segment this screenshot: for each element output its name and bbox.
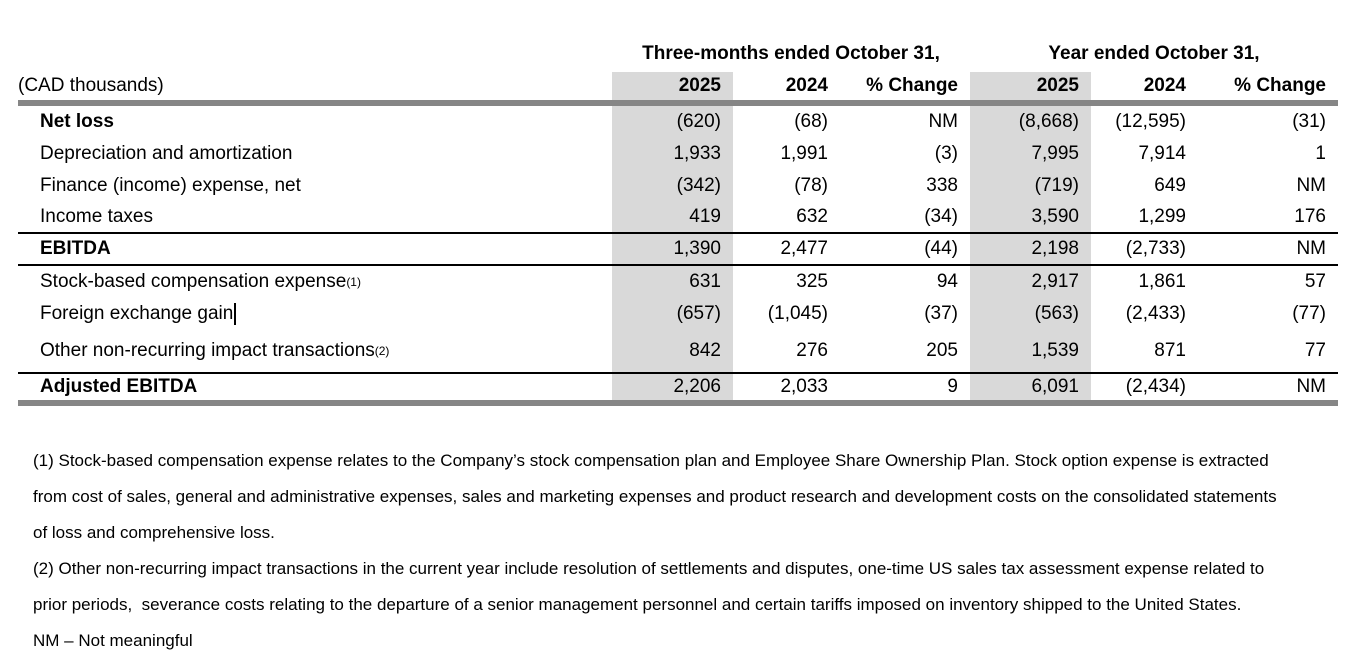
value-cell: 176 bbox=[1294, 206, 1326, 227]
value-cell: 419 bbox=[612, 202, 733, 232]
group-header-row: Three-months ended October 31, Year ende… bbox=[18, 36, 1338, 72]
value-cell: (1,045) bbox=[767, 303, 828, 324]
value-cell: 205 bbox=[926, 340, 958, 361]
value-cell: 94 bbox=[936, 271, 958, 292]
value-cell: 7,995 bbox=[970, 138, 1091, 170]
value-cell: (719) bbox=[970, 170, 1091, 202]
unit-label: (CAD thousands) bbox=[18, 75, 164, 96]
value-cell: 1,991 bbox=[780, 143, 828, 164]
value-cell: 6,091 bbox=[970, 374, 1091, 400]
table-row: EBITDA 1,390 2,477 (44) 2,198 (2,733) NM bbox=[18, 234, 1338, 266]
group-header-three-months: Three-months ended October 31, bbox=[642, 43, 940, 64]
value-cell: (620) bbox=[612, 106, 733, 138]
value-cell: 1,299 bbox=[1138, 206, 1186, 227]
column-header-2024-q: 2024 bbox=[785, 75, 828, 96]
value-cell: 325 bbox=[796, 271, 828, 292]
footnote-line: from cost of sales, general and administ… bbox=[33, 487, 1277, 506]
footnote-line: (2) Other non-recurring impact transacti… bbox=[33, 559, 1265, 578]
row-label: EBITDA bbox=[40, 238, 111, 259]
footnotes: (1) Stock-based compensation expense rel… bbox=[33, 443, 1353, 659]
value-cell: 871 bbox=[1154, 340, 1186, 361]
value-cell: (44) bbox=[924, 238, 958, 259]
value-cell: 842 bbox=[612, 330, 733, 372]
value-cell: (2,434) bbox=[1125, 376, 1186, 397]
footnote-line: NM – Not meaningful bbox=[33, 631, 193, 650]
value-cell: 1,390 bbox=[612, 234, 733, 264]
row-label: Finance (income) expense, net bbox=[40, 175, 301, 196]
row-label: Net loss bbox=[40, 111, 114, 132]
column-header-change-q: % Change bbox=[866, 75, 958, 96]
value-cell: NM bbox=[1296, 175, 1326, 196]
column-header-change-y: % Change bbox=[1234, 75, 1326, 96]
value-cell: (657) bbox=[612, 298, 733, 330]
value-cell: 2,206 bbox=[612, 374, 733, 400]
value-cell: (12,595) bbox=[1115, 111, 1186, 132]
footnote-line: of loss and comprehensive loss. bbox=[33, 523, 275, 542]
value-cell: NM bbox=[1296, 376, 1326, 397]
value-cell: (31) bbox=[1292, 111, 1326, 132]
value-cell: 7,914 bbox=[1138, 143, 1186, 164]
value-cell: (37) bbox=[924, 303, 958, 324]
value-cell: 57 bbox=[1304, 271, 1326, 292]
column-header-2025-q: 2025 bbox=[612, 72, 733, 100]
value-cell: (2,433) bbox=[1125, 303, 1186, 324]
table-row: Stock-based compensation expense (1) 631 32… bbox=[18, 266, 1338, 298]
text-cursor bbox=[234, 303, 237, 325]
table-row: Finance (income) expense, net (342) (78) 33… bbox=[18, 170, 1338, 202]
value-cell: (77) bbox=[1292, 303, 1326, 324]
table-rows: Net loss (620) (68) NM (8,668) (12,595) (31) De… bbox=[18, 106, 1338, 406]
table-row: Adjusted EBITDA 2,206 2,033 9 6,091 (2,434) NM bbox=[18, 374, 1338, 406]
value-cell: 1 bbox=[1315, 143, 1326, 164]
value-cell: 3,590 bbox=[970, 202, 1091, 232]
value-cell: 2,198 bbox=[970, 234, 1091, 264]
value-cell: 9 bbox=[947, 376, 958, 397]
value-cell: (2,733) bbox=[1125, 238, 1186, 259]
value-cell: 649 bbox=[1154, 175, 1186, 196]
value-cell: NM bbox=[1296, 238, 1326, 259]
row-label: Income taxes bbox=[40, 206, 153, 227]
value-cell: 632 bbox=[796, 206, 828, 227]
group-header-year: Year ended October 31, bbox=[1048, 43, 1260, 64]
value-cell: (8,668) bbox=[970, 106, 1091, 138]
value-cell: 1,861 bbox=[1138, 271, 1186, 292]
value-cell: (34) bbox=[924, 206, 958, 227]
value-cell: 1,933 bbox=[612, 138, 733, 170]
column-header-row: (CAD thousands) 2025 2024 % Change 2025 … bbox=[18, 72, 1338, 106]
footnote-line: prior periods, severance costs relating … bbox=[33, 595, 1242, 614]
table-row: Other non-recurring impact transactions(… bbox=[18, 330, 1338, 374]
row-label: Depreciation and amortization bbox=[40, 143, 293, 164]
column-header-2024-y: 2024 bbox=[1143, 75, 1186, 96]
value-cell: (3) bbox=[934, 143, 958, 164]
value-cell: 276 bbox=[796, 340, 828, 361]
table-row: Foreign exchange gain (657) (1,045) (37) (56… bbox=[18, 298, 1338, 330]
row-label: Other non-recurring impact transactions(… bbox=[40, 340, 390, 361]
value-cell: NM bbox=[928, 111, 958, 132]
value-cell: 2,917 bbox=[970, 266, 1091, 298]
value-cell: 631 bbox=[612, 266, 733, 298]
table-row: Net loss (620) (68) NM (8,668) (12,595) (31) bbox=[18, 106, 1338, 138]
row-label: Foreign exchange gain bbox=[18, 298, 612, 330]
table-row: Depreciation and amortization 1,933 1,991 (… bbox=[18, 138, 1338, 170]
row-label: Adjusted EBITDA bbox=[40, 376, 198, 397]
value-cell: 2,033 bbox=[780, 376, 828, 397]
value-cell: (68) bbox=[794, 111, 828, 132]
value-cell: 1,539 bbox=[970, 330, 1091, 372]
value-cell: 2,477 bbox=[780, 238, 828, 259]
footnote-line: (1) Stock-based compensation expense rel… bbox=[33, 451, 1269, 470]
value-cell: (342) bbox=[612, 170, 733, 202]
column-header-2025-y: 2025 bbox=[970, 72, 1091, 100]
value-cell: (78) bbox=[794, 175, 828, 196]
table-row: Income taxes 419 632 (34) 3,590 1,299 176 bbox=[18, 202, 1338, 234]
value-cell: 338 bbox=[926, 175, 958, 196]
ebitda-reconciliation-table: Three-months ended October 31, Year ende… bbox=[18, 36, 1338, 406]
group-header-spacer bbox=[18, 36, 612, 72]
value-cell: (563) bbox=[970, 298, 1091, 330]
value-cell: 77 bbox=[1304, 340, 1326, 361]
row-label: Stock-based compensation expense (1) bbox=[40, 271, 361, 292]
